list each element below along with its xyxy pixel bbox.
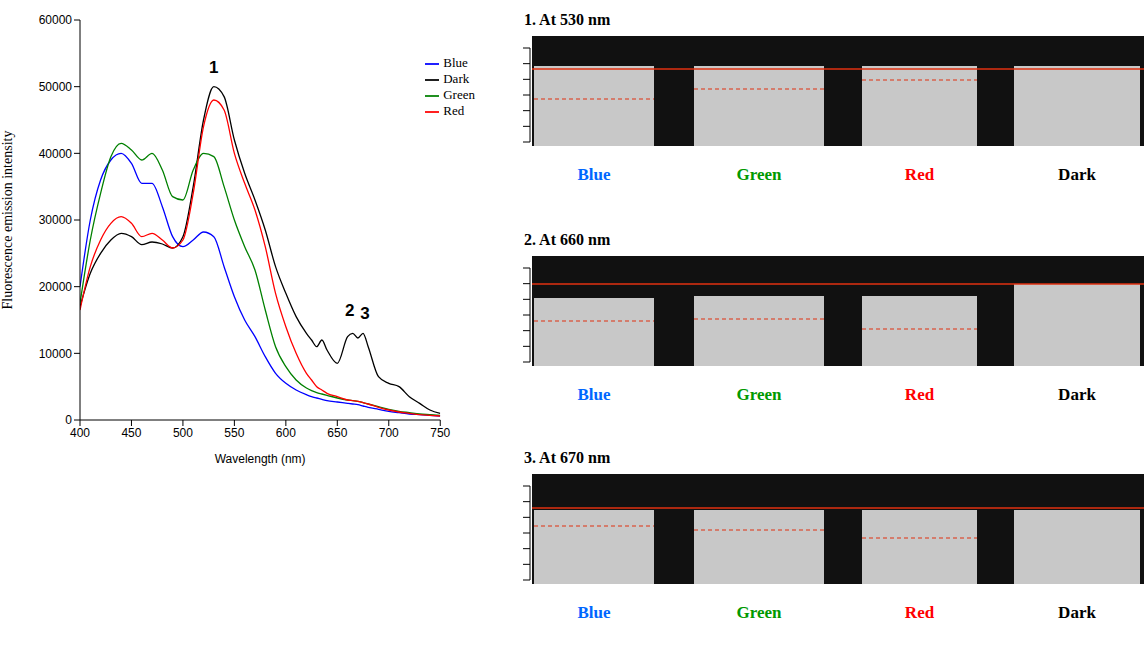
svg-text:700: 700 [379, 426, 399, 440]
html-text:Dark: Dark [443, 71, 470, 86]
svg-text:600: 600 [276, 426, 296, 440]
svg-text:Red: Red [905, 385, 935, 404]
svg-text:40000: 40000 [39, 147, 73, 161]
svg-text:20000: 20000 [39, 280, 73, 294]
svg-text:Red: Red [905, 603, 935, 622]
html-text:Blue: Blue [443, 55, 468, 70]
svg-text:Green: Green [736, 603, 782, 622]
svg-text:650: 650 [327, 426, 347, 440]
svg-text:3: 3 [360, 304, 369, 323]
svg-text:Blue: Blue [577, 385, 611, 404]
svg-text:2: 2 [345, 301, 354, 320]
svg-text:Green: Green [736, 165, 782, 184]
svg-text:50000: 50000 [39, 80, 73, 94]
svg-text:Dark: Dark [1058, 385, 1096, 404]
svg-text:Fluorescence emission intensit: Fluorescence emission intensity [0, 131, 15, 310]
svg-text:Dark: Dark [1058, 603, 1096, 622]
svg-text:Blue: Blue [577, 165, 611, 184]
svg-text:500: 500 [173, 426, 193, 440]
svg-text:1: 1 [209, 58, 218, 77]
svg-text:2. At 660 nm: 2. At 660 nm [524, 231, 611, 248]
svg-text:Dark: Dark [1058, 165, 1096, 184]
svg-text:Blue: Blue [577, 603, 611, 622]
svg-text:Green: Green [736, 385, 782, 404]
svg-text:400: 400 [70, 426, 90, 440]
svg-text:60000: 60000 [39, 13, 73, 27]
svg-text:0: 0 [65, 413, 72, 427]
svg-text:Red: Red [905, 165, 935, 184]
html-text:Green: Green [443, 87, 475, 102]
svg-text:450: 450 [121, 426, 141, 440]
svg-text:3. At 670 nm: 3. At 670 nm [524, 449, 611, 466]
svg-text:10000: 10000 [39, 347, 73, 361]
html-text:Red: Red [443, 103, 465, 118]
svg-text:750: 750 [430, 426, 450, 440]
svg-text:550: 550 [224, 426, 244, 440]
svg-text:30000: 30000 [39, 213, 73, 227]
svg-text:1. At 530 nm: 1. At 530 nm [524, 11, 611, 28]
svg-text:Wavelength (nm): Wavelength (nm) [215, 452, 306, 466]
